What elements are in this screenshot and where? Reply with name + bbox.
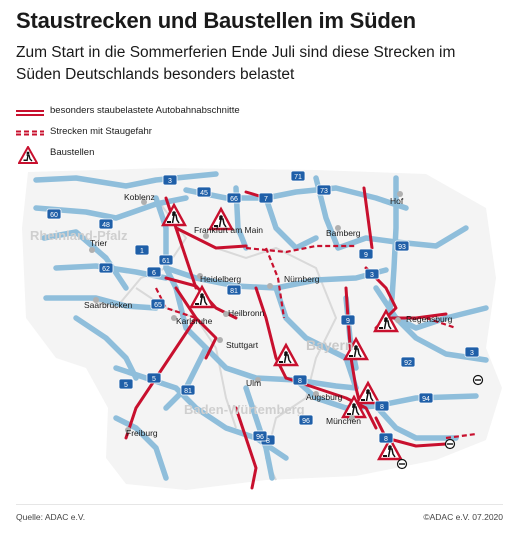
city-label: Nürnberg [284, 274, 320, 284]
footer-divider [16, 504, 503, 505]
svg-text:48: 48 [102, 222, 110, 229]
autobahn-number-badge: 96 [252, 430, 268, 442]
autobahn-number-badge: 94 [418, 392, 434, 404]
svg-text:96: 96 [302, 418, 310, 425]
city-label: Hof [390, 196, 404, 206]
autobahn-number-badge: 7 [258, 192, 274, 204]
city-label: Karlsruhe [176, 316, 213, 326]
page-title: Staustrecken und Baustellen im Süden [16, 8, 416, 33]
svg-text:9: 9 [346, 318, 350, 325]
city-label: Freiburg [126, 428, 158, 438]
autobahn-number-badge: 73 [316, 184, 332, 196]
legend-item-stau: besonders staubelastete Autobahnabschnit… [16, 102, 336, 123]
legend-label-baustelle: Baustellen [50, 147, 95, 158]
svg-text:61: 61 [162, 258, 170, 265]
city-label: München [326, 416, 361, 426]
svg-text:3: 3 [470, 350, 474, 357]
svg-text:66: 66 [230, 196, 238, 203]
svg-text:9: 9 [364, 252, 368, 259]
svg-text:1: 1 [140, 248, 144, 255]
svg-text:71: 71 [294, 174, 302, 181]
city-label: Frankfurt am Main [194, 225, 263, 235]
city-label: Koblenz [124, 192, 155, 202]
autobahn-number-badge: 8 [378, 432, 394, 444]
region-label: Rheinland-Pfalz [30, 228, 128, 243]
city-label: Heilbronn [228, 308, 265, 318]
svg-text:6: 6 [152, 270, 156, 277]
city-label: Regensburg [406, 314, 453, 324]
svg-text:81: 81 [184, 388, 192, 395]
city-label: Bamberg [326, 228, 361, 238]
solid-red-line-icon [16, 110, 44, 116]
svg-text:93: 93 [398, 244, 406, 251]
autobahn-number-badge: 1 [134, 244, 150, 256]
legend-label-staugefahr: Strecken mit Staugefahr [50, 126, 152, 137]
svg-text:62: 62 [102, 266, 110, 273]
autobahn-number-badge: 45 [196, 186, 212, 198]
autobahn-number-badge: 3 [162, 174, 178, 186]
region-label: Baden-Würtemberg [184, 402, 305, 417]
svg-text:7: 7 [264, 196, 268, 203]
region-label: Bayern [306, 337, 353, 353]
autobahn-number-badge: 65 [150, 298, 166, 310]
city-label: Trier [90, 238, 107, 248]
autobahn-number-badge: 66 [226, 192, 242, 204]
autobahn-number-badge: 96 [298, 414, 314, 426]
autobahn-number-badge: 3 [364, 268, 380, 280]
autobahn-number-badge: 48 [98, 218, 114, 230]
city-label: Ulm [246, 378, 261, 388]
svg-text:8: 8 [266, 438, 270, 445]
svg-text:3: 3 [370, 272, 374, 279]
autobahn-number-badge: 92 [400, 356, 416, 368]
legend-label-stau: besonders staubelastete Autobahnabschnit… [50, 105, 240, 116]
svg-text:94: 94 [422, 396, 430, 403]
svg-text:8: 8 [384, 436, 388, 443]
source-label: Quelle: ADAC e.V. [16, 512, 86, 522]
legend-item-staugefahr: Strecken mit Staugefahr [16, 123, 336, 144]
city-label: Stuttgart [226, 340, 259, 350]
autobahn-number-badge: 5 [146, 372, 162, 384]
region-labels: Rheinland-Pfalz Bayern Baden-Würtemberg [30, 228, 353, 417]
autobahn-number-badge: 9 [340, 314, 356, 326]
svg-text:8: 8 [380, 404, 384, 411]
page-subtitle: Zum Start in die Sommerferien Ende Juli … [16, 44, 456, 83]
autobahn-number-badge: 71 [290, 170, 306, 182]
svg-text:73: 73 [320, 188, 328, 195]
autobahn-number-badge: 60 [46, 208, 62, 220]
autobahn-number-badge: 81 [180, 384, 196, 396]
city-dots [89, 191, 403, 433]
svg-text:60: 60 [50, 212, 58, 219]
svg-text:81: 81 [230, 288, 238, 295]
autobahn-number-badge: 5 [118, 378, 134, 390]
autobahn-number-badge: 81 [226, 284, 242, 296]
svg-text:5: 5 [152, 376, 156, 383]
legend: besonders staubelastete Autobahnabschnit… [16, 102, 336, 165]
autobahn-number-badge: 8 [374, 400, 390, 412]
autobahn-number-badge: 3 [464, 346, 480, 358]
staugefahr-roads [155, 244, 477, 440]
traffic-map: Rheinland-Pfalz Bayern Baden-Würtemberg … [22, 168, 502, 490]
city-labels: Koblenz Frankfurt am Main Bamberg Hof Tr… [84, 192, 453, 438]
city-label: Heidelberg [200, 274, 241, 284]
dashed-red-line-icon [16, 130, 44, 136]
route-end-markers [396, 374, 484, 470]
autobahn-number-badge: 6 [146, 266, 162, 278]
svg-text:96: 96 [256, 434, 264, 441]
autobahn-number-badge: 9 [358, 248, 374, 260]
city-label: Saarbrücken [84, 300, 132, 310]
svg-text:5: 5 [124, 382, 128, 389]
city-label: Augsburg [306, 392, 343, 402]
svg-text:92: 92 [404, 360, 412, 367]
svg-text:65: 65 [154, 302, 162, 309]
svg-text:8: 8 [298, 378, 302, 385]
autobahn-number-badge: 62 [98, 262, 114, 274]
autobahn-number-badge: 8 [292, 374, 308, 386]
autobahn-number-badge: 93 [394, 240, 410, 252]
legend-item-baustelle: Baustellen [16, 144, 336, 165]
svg-text:3: 3 [168, 178, 172, 185]
autobahn-number-badge: 61 [158, 254, 174, 266]
svg-text:45: 45 [200, 190, 208, 197]
construction-sign-icon [18, 146, 38, 164]
copyright-label: ©ADAC e.V. 07.2020 [423, 512, 503, 522]
